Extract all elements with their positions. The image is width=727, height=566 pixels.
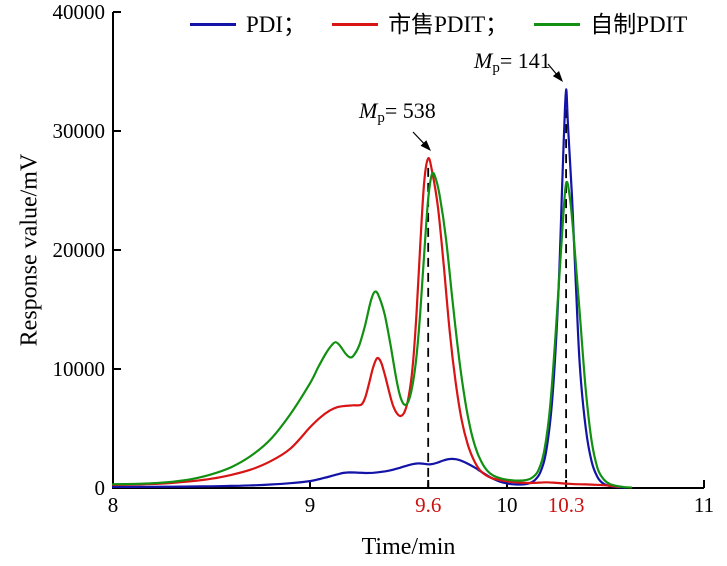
legend-line-swatch	[534, 23, 581, 26]
series-line-shou-shou-PDIT	[111, 157, 621, 489]
legend-label: 市售PDIT；	[388, 12, 509, 37]
x-tick-label: 9.6	[415, 493, 441, 517]
peak-annotation-label: Mp= 141	[474, 48, 551, 77]
x-tick-label: 10.3	[548, 493, 585, 517]
y-tick-label: 40000	[53, 0, 106, 24]
x-tick-label: 9	[305, 493, 316, 517]
x-tick-label: 11	[694, 493, 714, 517]
y-tick-label: 30000	[53, 119, 106, 143]
legend-line-swatch	[190, 23, 236, 26]
annotation-arrowhead-icon	[552, 70, 563, 82]
legend-label: PDI；	[246, 12, 307, 37]
legend-item-shou-shou-PDIT: 市售PDIT；	[332, 13, 508, 36]
legend-item-zi-zhi-PDIT: 自制PDIT	[534, 13, 687, 36]
annotation-arrowhead-icon	[420, 140, 431, 151]
legend-label: 自制PDIT	[590, 12, 688, 37]
y-axis-title: Response value/mV	[16, 153, 43, 347]
x-tick-label: 10	[497, 493, 518, 517]
x-axis-title: Time/min	[361, 534, 456, 560]
series-line-PDI	[111, 88, 627, 489]
y-tick-label: 0	[95, 476, 106, 500]
peak-annotation-label: Mp= 538	[359, 98, 436, 127]
x-tick-label: 8	[108, 493, 119, 517]
series-line-zi-zhi-PDIT	[111, 171, 633, 489]
legend-line-swatch	[332, 23, 379, 26]
axis-lines	[112, 12, 704, 489]
y-tick-label: 20000	[53, 238, 106, 262]
y-tick-label: 10000	[53, 357, 106, 381]
legend-item-PDI: PDI；	[190, 13, 306, 36]
legend: PDI； 市售PDIT； 自制PDIT	[190, 13, 687, 36]
